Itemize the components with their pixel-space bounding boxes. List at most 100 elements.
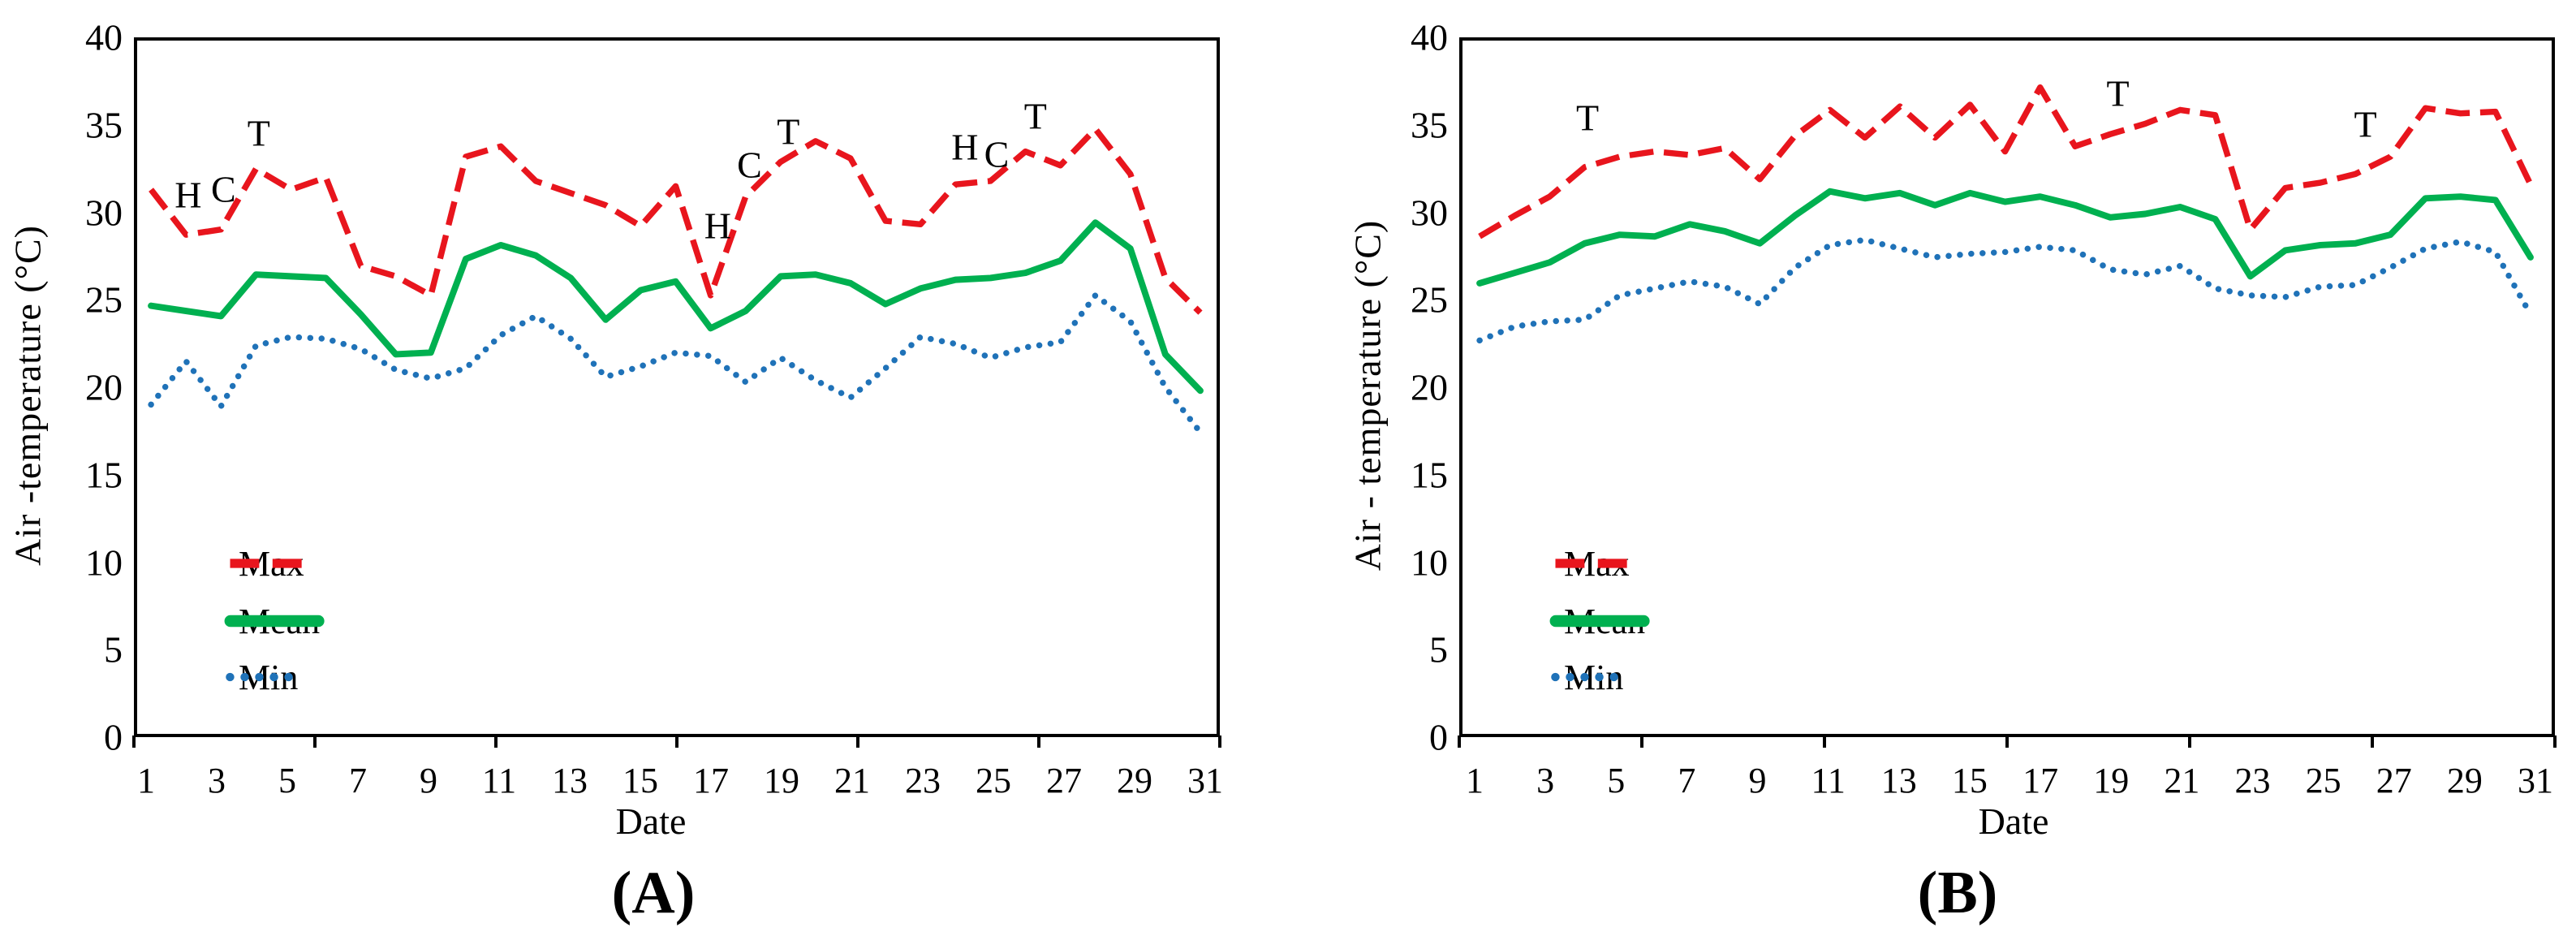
legend-min-line-sample-icon xyxy=(226,672,302,682)
x-tick-label: 29 xyxy=(2446,761,2483,800)
y-tick-label: 20 xyxy=(85,366,123,408)
y-tick-label: 40 xyxy=(85,16,123,58)
x-tick-label: 7 xyxy=(1678,761,1696,800)
x-tick-label: 3 xyxy=(208,761,226,800)
y-tick-label: 30 xyxy=(85,192,123,233)
annotation-h: H xyxy=(174,174,202,216)
legend-row-mean: Mean xyxy=(1549,602,1650,641)
x-axis-tick-mark xyxy=(1218,735,1221,748)
legend-row-min: Min xyxy=(1551,658,1627,697)
annotation-c: C xyxy=(737,144,762,186)
x-axis-tick-mark xyxy=(2371,735,2374,748)
x-axis-tick-mark xyxy=(2005,735,2009,748)
x-tick-label: 9 xyxy=(420,761,437,800)
x-axis-tick-mark xyxy=(1640,735,1643,748)
series-lines xyxy=(1476,84,2534,344)
x-tick-label: 11 xyxy=(1811,761,1846,800)
y-tick-label: 25 xyxy=(1411,278,1448,321)
legend-row-min: Min xyxy=(226,658,302,697)
x-tick-label: 19 xyxy=(764,761,799,800)
annotation-c: C xyxy=(211,168,236,210)
x-tick-label: 11 xyxy=(481,761,517,800)
legend-row-max: Max xyxy=(229,544,304,584)
x-axis-tick-mark xyxy=(494,735,498,748)
x-axis-tick-mark xyxy=(2553,735,2557,748)
y-tick-label: 15 xyxy=(85,454,123,496)
y-tick-label: 0 xyxy=(1429,716,1448,758)
x-tick-label: 5 xyxy=(1607,761,1626,800)
y-tick-label: 10 xyxy=(1411,541,1448,583)
x-tick-label: 17 xyxy=(693,761,729,800)
legend-row-max: Max xyxy=(1554,544,1630,584)
x-tick-label: 23 xyxy=(905,761,941,800)
x-tick-label: 13 xyxy=(1880,761,1917,800)
y-tick-label: 25 xyxy=(85,278,123,321)
legend-max-line-sample-icon xyxy=(1555,559,1629,568)
annotation-t: T xyxy=(777,110,800,153)
x-tick-label: 31 xyxy=(2518,761,2553,800)
x-tick-label: 31 xyxy=(1187,761,1223,800)
annotation-h: H xyxy=(951,126,979,168)
x-axis-tick-mark xyxy=(2188,735,2191,748)
legend-min-line-sample-icon xyxy=(1551,672,1627,682)
legend-mean-line-sample-icon xyxy=(224,615,325,628)
plot-area: HCTHCTHCTMaxMeanMin xyxy=(134,37,1220,737)
annotation-t: T xyxy=(1023,95,1047,137)
series-mean-line xyxy=(1476,188,2534,287)
legend-mean-line-sample-icon xyxy=(1549,615,1650,628)
x-tick-label: 23 xyxy=(2234,761,2271,800)
x-axis-title: Date xyxy=(615,800,687,842)
series-max-line xyxy=(149,126,1203,315)
series-min-line xyxy=(1476,236,2534,344)
annotation-c: C xyxy=(984,133,1010,175)
x-axis-title: Date xyxy=(1978,800,2049,842)
x-tick-label: 25 xyxy=(976,761,1011,800)
y-tick-label: 5 xyxy=(1429,628,1448,671)
y-tick-label: 40 xyxy=(1411,16,1448,58)
y-tick-label: 5 xyxy=(104,628,123,671)
x-tick-label: 15 xyxy=(622,761,658,800)
x-axis-tick-mark xyxy=(1037,735,1040,748)
x-tick-label: 17 xyxy=(2022,761,2059,800)
x-axis-tick-mark xyxy=(675,735,678,748)
x-tick-label: 21 xyxy=(834,761,870,800)
annotation-t: T xyxy=(1575,97,1600,139)
chart-caption: (B) xyxy=(1917,860,1998,926)
x-tick-label: 15 xyxy=(1951,761,1988,800)
y-tick-label: 0 xyxy=(104,716,123,758)
legend-max-line-sample-icon xyxy=(230,559,304,568)
x-tick-label: 27 xyxy=(2376,761,2412,800)
x-tick-label: 7 xyxy=(349,761,367,800)
x-axis-tick-mark xyxy=(856,735,859,748)
x-tick-label: 25 xyxy=(2305,761,2341,800)
series-min-line xyxy=(148,292,1204,436)
x-tick-label: 21 xyxy=(2164,761,2200,800)
annotation-t: T xyxy=(2354,103,2377,145)
chart-caption: (A) xyxy=(611,860,696,926)
y-tick-label: 20 xyxy=(1411,366,1448,408)
legend-row-mean: Mean xyxy=(224,602,325,641)
x-axis-tick-mark xyxy=(313,735,317,748)
series-lines xyxy=(148,126,1204,436)
x-axis-tick-mark xyxy=(1458,735,1461,748)
annotation-h: H xyxy=(704,205,731,247)
x-tick-label: 27 xyxy=(1046,761,1082,800)
x-tick-label: 5 xyxy=(278,761,296,800)
y-tick-label: 10 xyxy=(85,541,123,583)
x-tick-label: 1 xyxy=(1466,761,1484,800)
series-max-line xyxy=(1478,84,2534,239)
x-tick-label: 3 xyxy=(1536,761,1555,800)
plot-area: T T T Max Mean Min xyxy=(1459,37,2555,737)
x-tick-label: 19 xyxy=(2093,761,2130,800)
annotation-t: T xyxy=(247,112,270,154)
x-axis-tick-mark xyxy=(1823,735,1826,748)
y-tick-label: 30 xyxy=(1411,192,1448,233)
y-tick-label: 15 xyxy=(1411,454,1448,496)
x-tick-label: 29 xyxy=(1117,761,1152,800)
x-axis-tick-mark xyxy=(132,735,136,748)
y-tick-label: 35 xyxy=(1411,104,1448,146)
x-tick-label: 13 xyxy=(552,761,588,800)
